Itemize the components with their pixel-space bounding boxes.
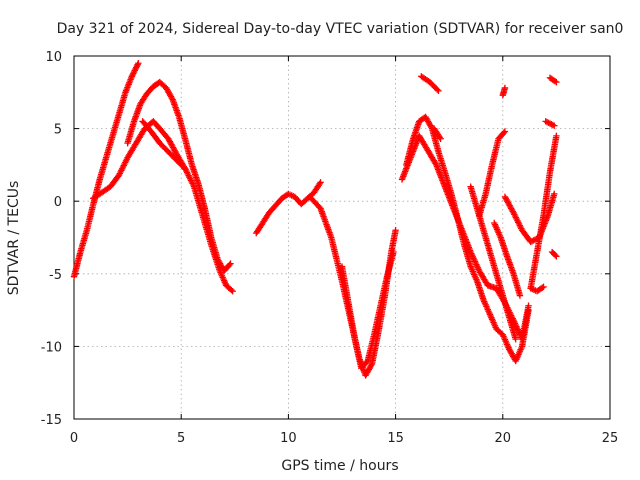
data-point	[527, 238, 534, 246]
data-point	[501, 128, 509, 135]
data-point	[549, 121, 557, 129]
series-track-l	[467, 183, 519, 343]
data-point	[368, 362, 375, 369]
y-tick-label: -15	[41, 413, 62, 428]
data-point	[132, 64, 140, 71]
data-point	[540, 283, 547, 291]
y-tick-label: -10	[41, 340, 62, 355]
data-point	[130, 68, 138, 76]
data-marks	[70, 60, 560, 379]
x-axis-label: GPS time / hours	[281, 458, 398, 474]
data-point	[392, 227, 399, 234]
data-point	[551, 190, 558, 198]
data-point	[432, 160, 439, 167]
data-point	[548, 121, 555, 128]
data-point	[135, 60, 142, 67]
series-track-r	[542, 118, 558, 129]
data-point	[131, 67, 138, 74]
series-track-s	[546, 74, 560, 86]
data-point	[553, 78, 560, 86]
series-track-t	[548, 248, 560, 260]
data-point	[545, 119, 552, 126]
data-point	[229, 288, 236, 295]
y-axis-label: SDTVAR / TECUs	[6, 181, 22, 296]
x-tick-label: 10	[280, 431, 297, 446]
data-point	[436, 134, 443, 141]
data-point	[552, 252, 559, 259]
data-point	[539, 284, 546, 291]
data-point	[551, 78, 559, 85]
series-track-j	[418, 73, 442, 95]
axis-ticks: 0 5 10 15 20 25 10 5 0 -5 -10 -15	[41, 50, 619, 446]
x-tick-label: 25	[602, 431, 619, 446]
data-point	[134, 61, 141, 68]
series-track-k	[430, 125, 444, 142]
x-tick-label: 20	[495, 431, 512, 446]
data-point	[435, 87, 442, 95]
series-track-m	[476, 128, 509, 219]
data-point	[437, 135, 444, 142]
data-point	[553, 132, 560, 140]
series-track-n	[491, 219, 524, 299]
y-tick-label: 0	[54, 195, 62, 210]
data-point	[317, 179, 324, 186]
series-track-o	[499, 84, 509, 99]
x-tick-label: 0	[70, 431, 78, 446]
series-track-a	[70, 60, 142, 280]
data-point	[227, 260, 234, 267]
y-tick-label: -5	[49, 268, 62, 283]
data-point	[434, 86, 441, 93]
y-tick-label: 10	[45, 50, 62, 65]
data-point	[316, 180, 323, 187]
data-point	[542, 118, 549, 125]
data-point	[130, 70, 137, 77]
data-point	[228, 286, 235, 294]
data-point	[516, 292, 524, 299]
series-track-q	[527, 132, 560, 292]
series-track-c	[124, 78, 234, 275]
data-point	[512, 335, 519, 343]
data-point	[129, 71, 136, 79]
series-track-i	[398, 132, 532, 343]
data-point	[133, 62, 141, 70]
plot-frame	[73, 55, 611, 420]
data-point	[128, 73, 136, 80]
data-point	[553, 253, 560, 260]
data-point	[181, 164, 188, 172]
data-point	[500, 129, 508, 136]
y-tick-label: 5	[54, 123, 62, 138]
data-point	[546, 120, 554, 127]
data-point	[501, 84, 509, 92]
x-tick-label: 15	[387, 431, 404, 446]
series-track-u	[527, 283, 547, 295]
data-point	[390, 248, 397, 256]
series-track-d	[139, 118, 189, 173]
data-point	[428, 123, 435, 131]
data-point	[132, 65, 139, 73]
series-track-g	[338, 248, 397, 372]
data-point	[530, 237, 537, 244]
data-point	[525, 302, 532, 309]
data-point	[528, 237, 536, 245]
chart-title: Day 321 of 2024, Sidereal Day-to-day VTE…	[57, 21, 624, 37]
data-point	[168, 94, 176, 102]
data-point	[551, 122, 558, 129]
data-point	[182, 166, 189, 173]
x-tick-label: 5	[177, 431, 185, 446]
data-point	[543, 118, 551, 126]
data-point	[226, 261, 233, 269]
